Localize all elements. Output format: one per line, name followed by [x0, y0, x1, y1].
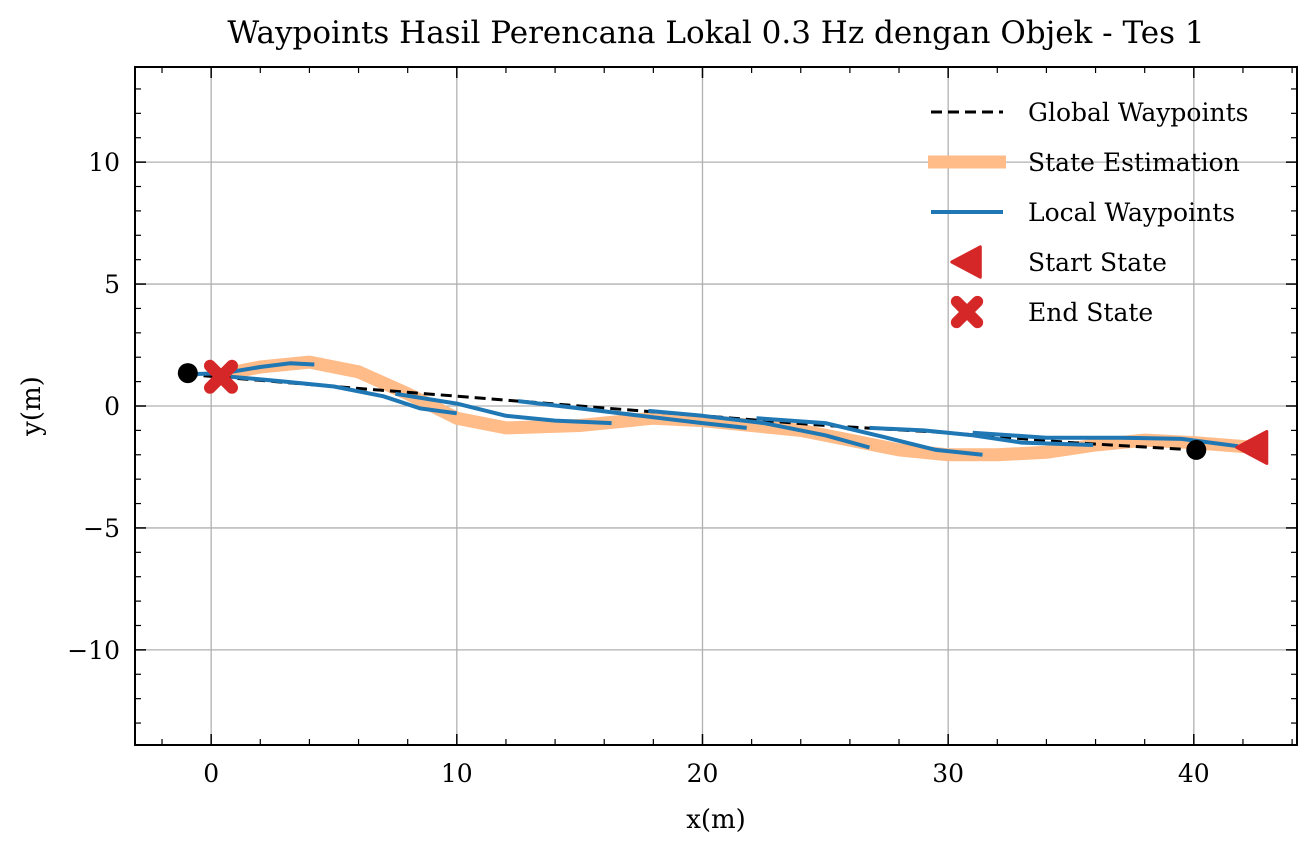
legend-label-start-state: Start State [1028, 248, 1167, 277]
x-tick-label: 0 [203, 759, 219, 788]
legend-marker-start-state [950, 245, 982, 279]
series-local-waypoints-segment [517, 399, 747, 430]
chart-title: Waypoints Hasil Perencana Lokal 0.3 Hz d… [227, 15, 1204, 51]
y-tick-label: 10 [88, 148, 120, 177]
y-tick-label: 0 [104, 392, 120, 421]
y-tick-label: 5 [104, 270, 120, 299]
plot-area [177, 355, 1269, 465]
legend: Global Waypoints State Estimation Local Wa… [928, 98, 1248, 329]
legend-marker-end-state [950, 295, 984, 329]
series-state-estimation [222, 355, 1256, 462]
legend-label-state-estimation: State Estimation [1028, 148, 1240, 177]
marker-end-state [203, 359, 238, 394]
y-tick-label: −10 [67, 636, 120, 665]
x-axis-label: x(m) [686, 805, 746, 835]
x-tick-label: 10 [441, 759, 473, 788]
marker-endpoint [1186, 439, 1207, 460]
y-axis-label: y(m) [17, 376, 47, 437]
series-local-waypoints-segment [230, 374, 458, 416]
series-local-waypoints-segment [648, 408, 871, 450]
x-tick-label: 30 [932, 759, 964, 788]
x-tick-label: 20 [687, 759, 719, 788]
legend-label-local-waypoints: Local Waypoints [1028, 198, 1235, 227]
marker-start-state [1235, 429, 1269, 465]
marker-endpoint [177, 363, 198, 384]
x-marker-stroke [203, 359, 238, 394]
grid [135, 67, 1297, 745]
series-local-waypoints-segment [756, 416, 983, 457]
y-tick-label: −5 [83, 514, 120, 543]
series-local-waypoints-segment [869, 425, 1094, 447]
legend-label-global-waypoints: Global Waypoints [1028, 98, 1248, 127]
legend-label-end-state: End State [1028, 298, 1153, 327]
axis-ticks: 0 10 20 30 40 −10 −5 0 5 10 [67, 67, 1297, 788]
x-marker-stroke [950, 295, 984, 329]
x-tick-label: 40 [1178, 759, 1210, 788]
series-local-waypoints-segment [395, 391, 612, 426]
